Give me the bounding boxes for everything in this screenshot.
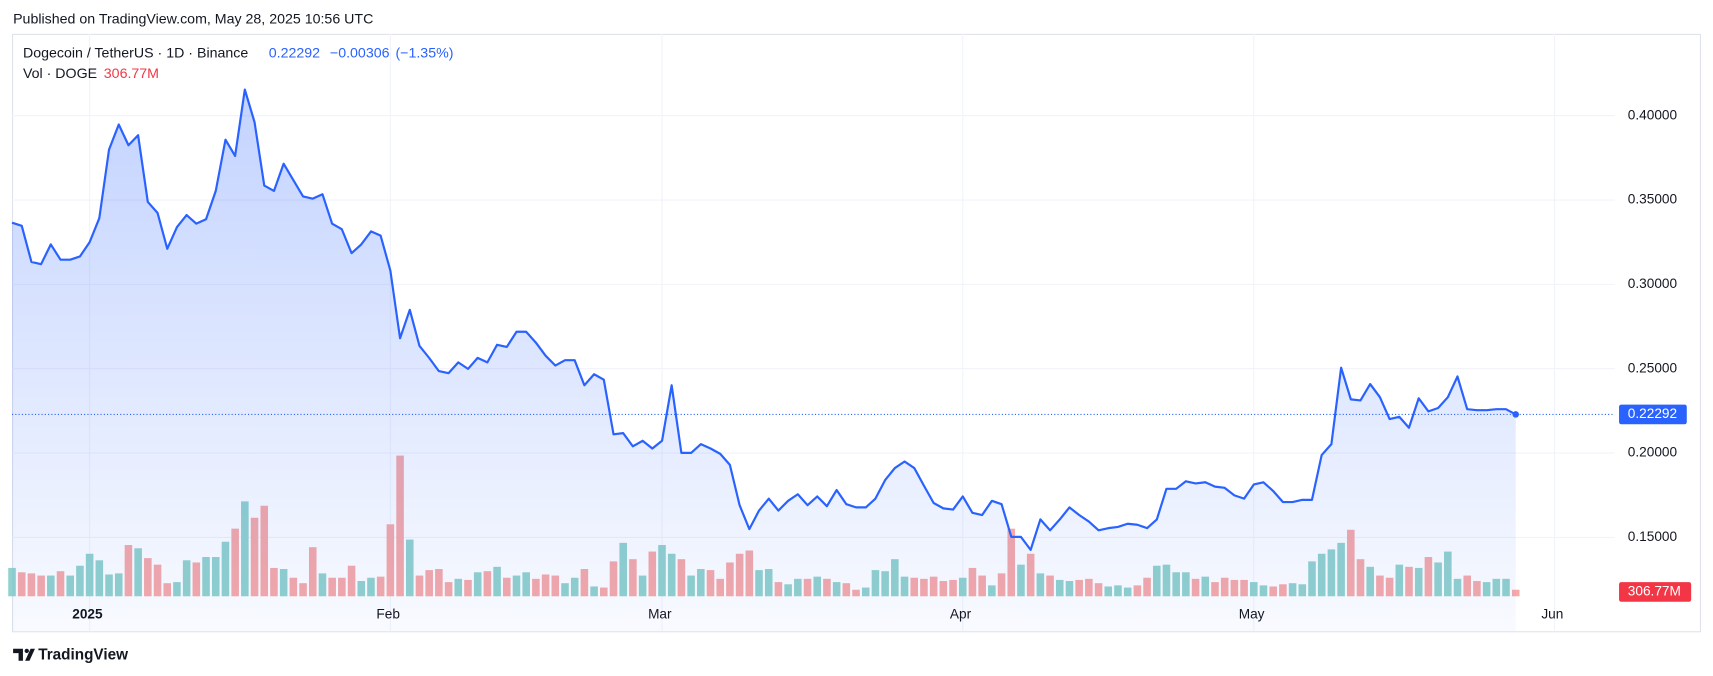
y-tick-label: 0.30000 bbox=[1628, 276, 1678, 291]
price-pane bbox=[11, 88, 1615, 632]
volume-title: Vol · DOGE bbox=[23, 66, 97, 82]
x-tick-label: Feb bbox=[376, 606, 400, 621]
volume-last: 306.77M bbox=[104, 66, 159, 82]
y-tick-label: 0.25000 bbox=[1628, 360, 1678, 375]
x-tick-label: 2025 bbox=[72, 606, 103, 621]
price-change-pct: (−1.35%) bbox=[395, 45, 453, 61]
price-line bbox=[11, 88, 1517, 551]
x-tick-label: May bbox=[1239, 606, 1265, 621]
axis-labels: 0.15000 0.20000 0.25000 0.30000 0.35000 0.400… bbox=[72, 107, 1692, 621]
volume-tag bbox=[1619, 582, 1692, 602]
x-tick-label: Apr bbox=[950, 606, 972, 621]
x-tick-label: Jun bbox=[1541, 606, 1563, 621]
brand-name: TradingView bbox=[38, 646, 128, 663]
volume-tag-label: 306.77M bbox=[1628, 584, 1681, 599]
symbol-title: Dogecoin / TetherUS · 1D · Binance bbox=[23, 45, 248, 61]
published-note: Published on TradingView.com, May 28, 20… bbox=[13, 11, 373, 27]
x-tick-label: Mar bbox=[648, 606, 672, 621]
y-tick-label: 0.35000 bbox=[1628, 192, 1678, 207]
last-price-tag-label: 0.22292 bbox=[1628, 406, 1677, 421]
volume-bar bbox=[1511, 589, 1520, 597]
y-tick-label: 0.20000 bbox=[1628, 445, 1678, 460]
y-tick-label: 0.40000 bbox=[1628, 107, 1678, 122]
last-point bbox=[1512, 411, 1520, 418]
price-change: −0.00306 bbox=[330, 45, 390, 61]
last-price: 0.22292 bbox=[269, 45, 320, 61]
price-area bbox=[12, 89, 1516, 632]
y-tick-label: 0.15000 bbox=[1628, 529, 1678, 544]
last-price-tag bbox=[1619, 404, 1687, 425]
brand-logo bbox=[13, 648, 35, 661]
